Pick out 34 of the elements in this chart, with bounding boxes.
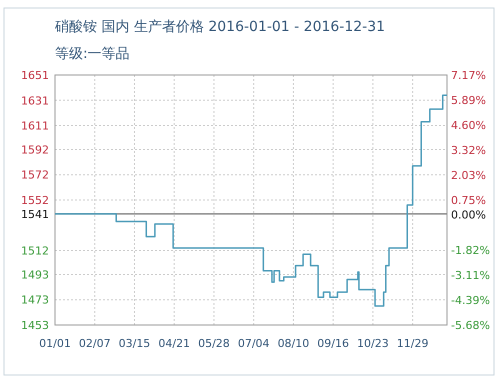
y-tick-label: 1493: [21, 268, 49, 282]
x-tick-label: 01/01: [39, 337, 71, 350]
x-tick-label: 09/16: [317, 337, 350, 350]
y2-tick-label: 3.32%: [451, 144, 486, 157]
x-tick-label: 04/21: [158, 337, 190, 350]
y2-tick-label: 2.03%: [451, 169, 486, 182]
x-tick-label: 10/23: [357, 337, 389, 350]
y2-tick-label: 0.75%: [451, 194, 486, 207]
x-tick-label: 11/29: [396, 337, 428, 350]
y-tick-label: 1473: [21, 294, 49, 307]
y2-tick-label: -5.68%: [451, 319, 490, 332]
y-tick-label: 1552: [21, 194, 49, 207]
y-tick-label: 1512: [21, 244, 49, 258]
y2-tick-label: 7.17%: [451, 69, 486, 82]
y2-tick-label: -3.11%: [451, 269, 490, 282]
x-tick-label: 02/07: [78, 337, 111, 350]
y-tick-label: 1592: [21, 143, 49, 156]
y-tick-label: 1651: [21, 69, 49, 82]
x-tick-label: 07/04: [238, 337, 270, 350]
chart-subtitle: 等级:一等品: [55, 46, 130, 62]
x-tick-label: 03/15: [118, 337, 150, 350]
y-tick-label: 1541: [21, 208, 49, 221]
y-tick-label: 1631: [21, 94, 49, 108]
y2-tick-label: 0.00%: [451, 208, 486, 222]
y-tick-label: 1611: [21, 120, 49, 133]
y2-tick-label: -4.39%: [451, 294, 490, 307]
x-tick-label: 08/10: [278, 337, 310, 350]
y2-tick-label: 5.89%: [451, 94, 486, 107]
x-tick-label: 05/28: [198, 337, 230, 350]
y2-tick-label: 4.60%: [451, 119, 486, 132]
y-tick-label: 1572: [21, 168, 49, 182]
y-tick-label: 1453: [21, 319, 49, 332]
chart-title: 硝酸铵 国内 生产者价格 2016-01-01 - 2016-12-31: [54, 19, 386, 35]
y2-tick-label: -1.82%: [451, 244, 490, 257]
